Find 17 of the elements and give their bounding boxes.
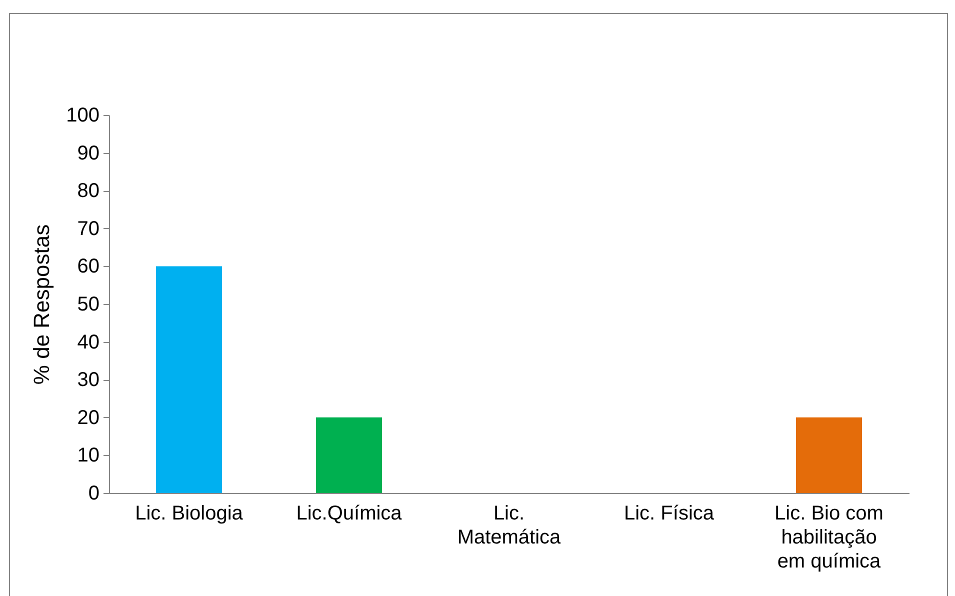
y-tick-label: 60 — [77, 256, 100, 278]
y-tick-label: 10 — [77, 444, 100, 467]
y-tick-label: 50 — [77, 294, 100, 316]
x-tick-label: Lic. Biologia — [135, 502, 244, 524]
x-tick-label: Lic.Química — [296, 502, 403, 524]
y-tick-label: 40 — [77, 331, 100, 354]
x-tick-label: Lic. Matemática — [457, 502, 562, 548]
y-tick-label: 90 — [77, 142, 100, 164]
y-tick-label: 70 — [77, 218, 100, 240]
y-tick-label: 0 — [88, 482, 100, 504]
y-tick-label: 100 — [66, 104, 100, 126]
y-tick-label: 30 — [77, 369, 100, 392]
x-tick-label: Lic. Bio com habilitação em química — [774, 502, 884, 572]
x-tick-label: Lic. Física — [624, 502, 715, 524]
y-tick-label: 80 — [77, 180, 100, 202]
y-axis-title: % de Respostas — [29, 224, 54, 385]
y-tick-label: 20 — [77, 406, 100, 429]
